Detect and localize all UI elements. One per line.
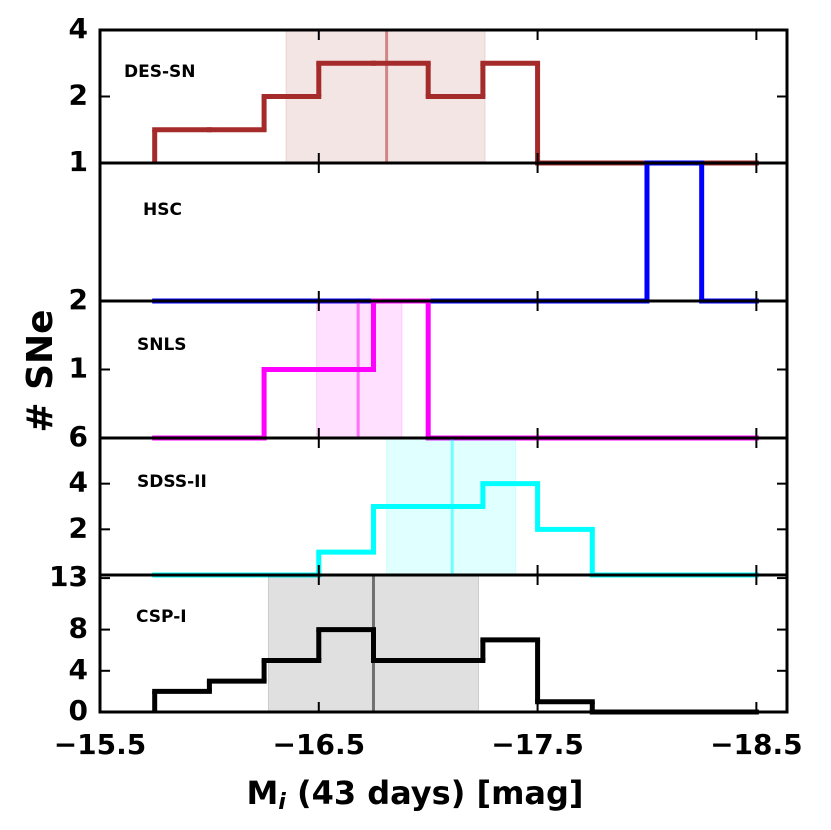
x-tick-label: −16.5 xyxy=(273,728,366,761)
x-label-rest: (43 days) [mag] xyxy=(286,774,584,812)
y-tick-label: 4 xyxy=(69,466,88,499)
panel-label: SDSS-II xyxy=(137,472,207,492)
x-tick-label: −15.5 xyxy=(54,728,147,761)
y-tick-label: 1 xyxy=(69,145,88,178)
y-tick-label: 8 xyxy=(69,612,88,645)
x-label-sub: i xyxy=(278,790,286,815)
panel-frame xyxy=(98,161,789,303)
panel-frame xyxy=(98,299,789,440)
y-tick-label: 2 xyxy=(69,79,88,112)
y-tick-label: 6 xyxy=(69,420,88,453)
x-tick-label: −17.5 xyxy=(491,728,584,761)
panel-frame xyxy=(98,573,789,714)
y-tick-label: 0 xyxy=(69,694,88,727)
y-axis-label: # SNe xyxy=(20,309,61,432)
panel-label: CSP-I xyxy=(136,607,187,627)
x-axis-label: Mi (43 days) [mag] xyxy=(246,774,583,815)
y-tick-label: 13 xyxy=(49,560,88,593)
panel-label: SNLS xyxy=(137,335,187,355)
y-tick-label: 2 xyxy=(69,511,88,544)
y-tick-label: 4 xyxy=(69,12,88,45)
x-label-main: M xyxy=(246,774,278,812)
x-tick-label: −18.5 xyxy=(710,728,803,761)
y-tick-label: 4 xyxy=(69,653,88,686)
panel-label: DES-SN xyxy=(124,62,196,82)
panel-label: HSC xyxy=(143,200,182,220)
y-tick-label: 1 xyxy=(69,352,88,385)
y-tick-label: 2 xyxy=(69,283,88,316)
